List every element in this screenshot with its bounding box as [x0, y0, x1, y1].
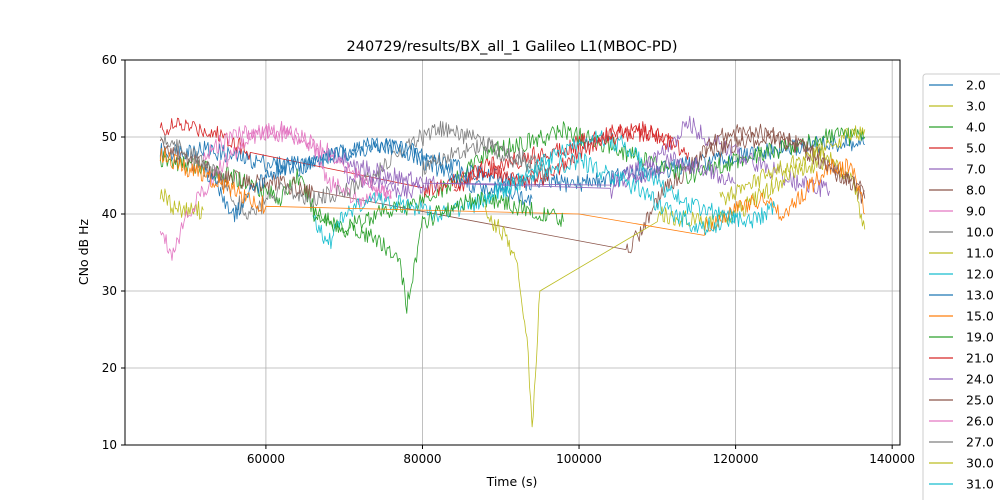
y-axis-label: CNo dB Hz: [76, 218, 91, 285]
series-line: [202, 124, 392, 201]
tick-layer: 60000 80000 100000 120000 140000 10 20 30 40 50 60: [102, 53, 915, 466]
legend-label: 27.0: [966, 435, 994, 450]
legend-label: 26.0: [966, 414, 994, 429]
legend-label: 3.0: [966, 99, 986, 114]
legend-label: 13.0: [966, 288, 994, 303]
series-line: [159, 121, 866, 234]
series-layer: [159, 115, 866, 428]
legend-label: 12.0: [966, 267, 994, 282]
legend-label: 31.0: [966, 477, 994, 492]
series-line: [422, 139, 548, 183]
legend-label: 5.0: [966, 141, 986, 156]
series-line: [159, 135, 866, 193]
legend-label: 19.0: [966, 330, 994, 345]
x-tick-label: 140000: [869, 452, 915, 466]
x-tick-label: 80000: [403, 452, 441, 466]
x-tick-label: 100000: [556, 452, 602, 466]
y-tick-label: 20: [102, 361, 117, 375]
legend-label: 9.0: [966, 204, 986, 219]
legend-label: 21.0: [966, 351, 994, 366]
legend-label: 8.0: [966, 183, 986, 198]
y-tick-label: 60: [102, 53, 117, 67]
legend-label: 15.0: [966, 309, 994, 324]
legend-label: 25.0: [966, 393, 994, 408]
legend-label: 2.0: [966, 78, 986, 93]
legend-label: 24.0: [966, 372, 994, 387]
legend-label: 4.0: [966, 120, 986, 135]
legend-label: 10.0: [966, 225, 994, 240]
series-line: [719, 125, 866, 206]
y-tick-label: 30: [102, 284, 117, 298]
series-line: [203, 137, 533, 223]
chart-title: 240729/results/BX_all_1 Galileo L1(MBOC-…: [347, 39, 678, 55]
plot-frame: [124, 59, 901, 446]
series-line: [484, 152, 736, 236]
y-tick-label: 50: [102, 130, 117, 144]
legend-label: 11.0: [966, 246, 994, 261]
x-tick-label: 60000: [247, 452, 285, 466]
series-line: [703, 129, 865, 192]
series-line: [343, 151, 736, 199]
series-line: [159, 120, 549, 220]
series-line: [312, 191, 564, 314]
legend: 2.0 3.0 4.0 5.0 7.0 8.0 9.0 10.0 11.0 12.0 13.0 15.…: [922, 73, 1000, 500]
series-line: [159, 123, 866, 254]
y-tick-label: 40: [102, 207, 117, 221]
x-tick-label: 120000: [713, 452, 759, 466]
legend-label: 30.0: [966, 456, 994, 471]
legend-label: 7.0: [966, 162, 986, 177]
legend-frame: [922, 73, 1000, 500]
x-axis-label: Time (s): [486, 474, 538, 489]
series-line: [159, 147, 866, 236]
y-tick-label: 10: [102, 438, 117, 452]
